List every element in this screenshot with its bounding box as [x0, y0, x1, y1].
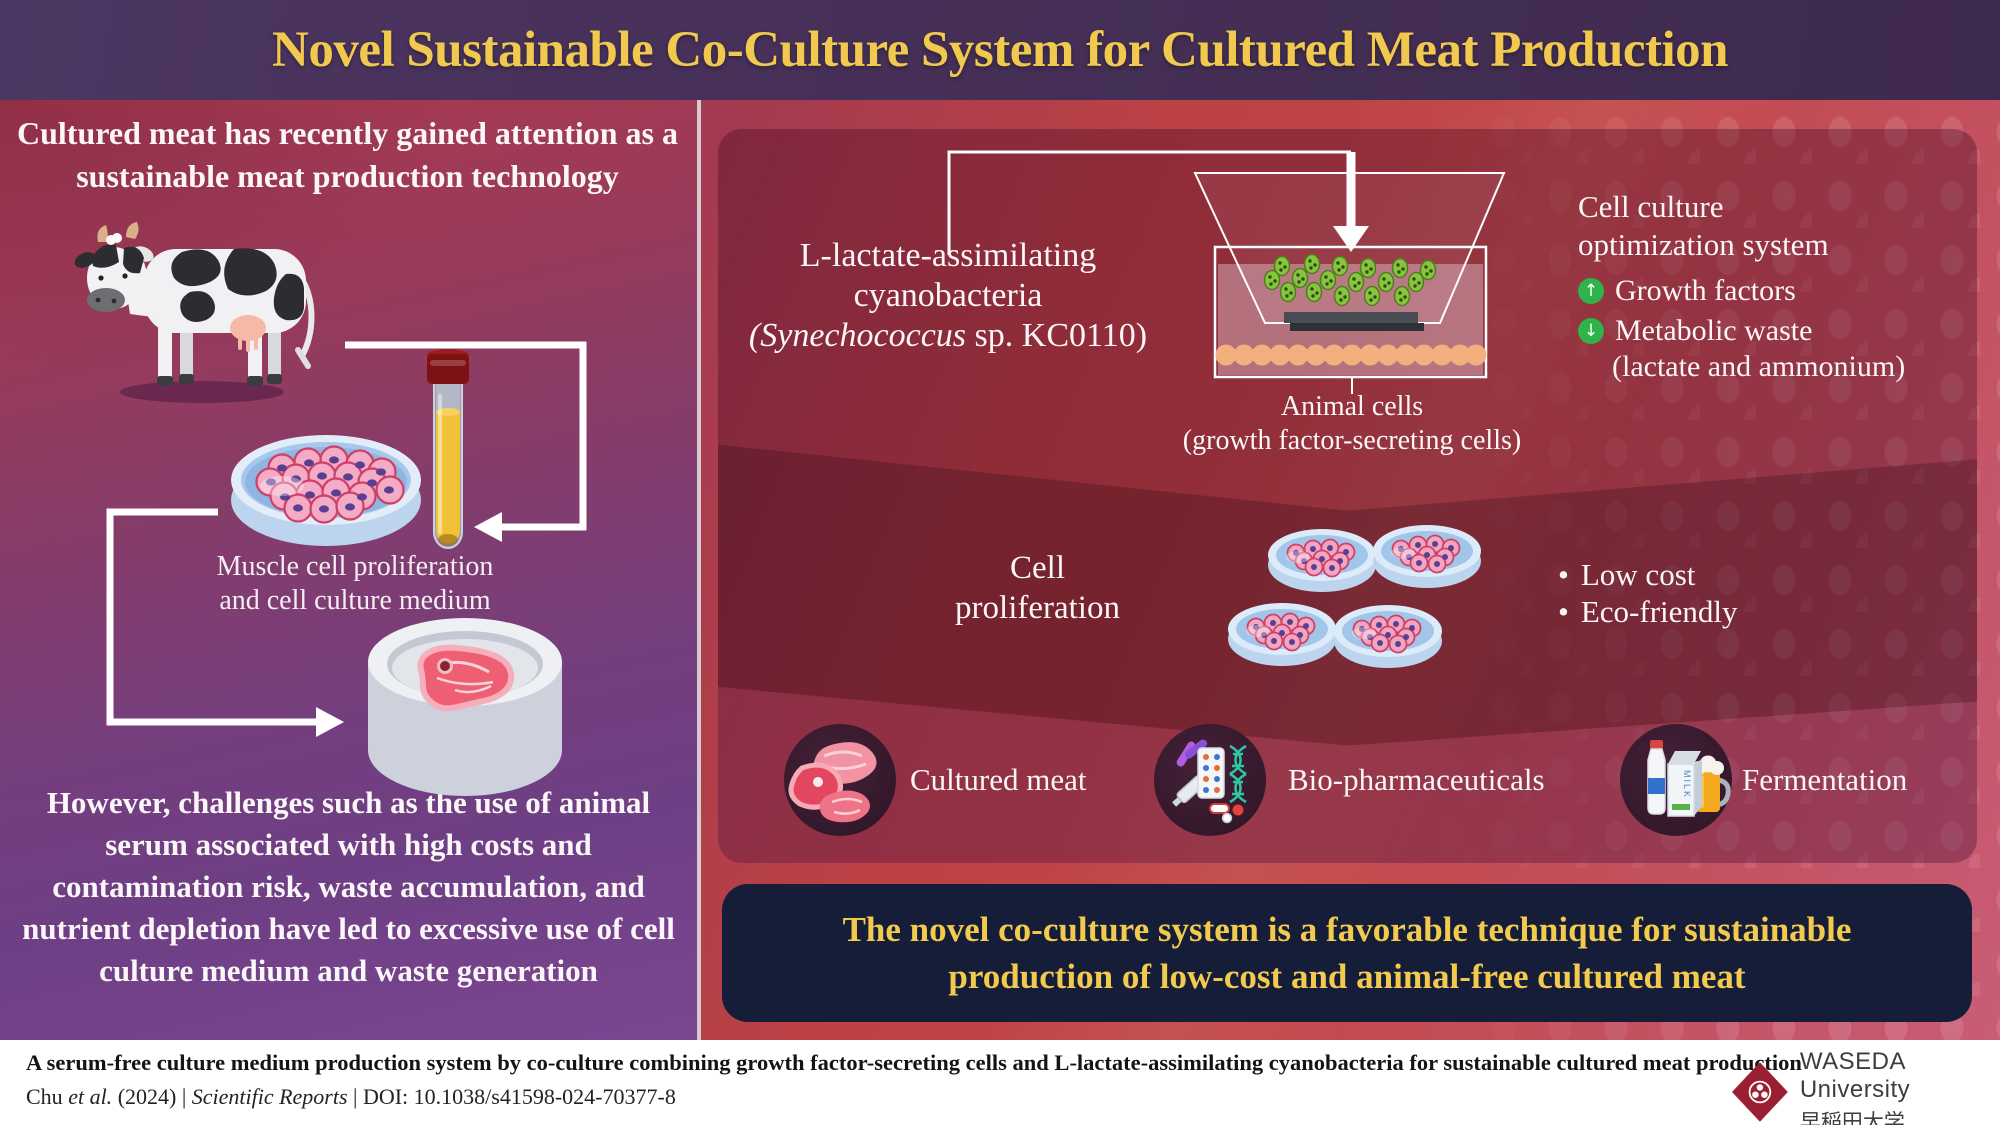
biopharma-circle	[1154, 724, 1266, 836]
metabolic-waste-label: Metabolic waste	[1615, 314, 1813, 347]
membrane	[1284, 312, 1418, 323]
cyanobacteria-label-line2: cyanobacteria	[853, 277, 1043, 314]
footer-bar: A serum-free culture medium production s…	[0, 1040, 2000, 1125]
up-arrow-icon: ↑	[1578, 278, 1604, 304]
page-title: Novel Sustainable Co-Culture System for …	[272, 22, 1728, 78]
fermentation-label: Fermentation	[1742, 762, 1908, 797]
cultured-meat-circle	[784, 724, 896, 836]
conclusion-text: The novel co-culture system is a favorab…	[842, 910, 1852, 996]
benefit-item: • Eco-friendly	[1558, 594, 1738, 629]
citation: Chu et al. (2024) | Scientific Reports |…	[26, 1084, 676, 1109]
culture-dish	[1213, 245, 1488, 379]
cyanobacteria-label: L-lactate-assimilating cyanobacteria (Sy…	[728, 236, 1168, 356]
waseda-diamond-icon	[1732, 1062, 1788, 1122]
paper-title: A serum-free culture medium production s…	[26, 1050, 1802, 1075]
cell-proliferation-label: Cell proliferation	[955, 550, 1120, 626]
dish-group	[1228, 525, 1481, 668]
animal-cells-label-line2: (growth factor-secreting cells)	[1182, 425, 1522, 456]
halftone-dots-pattern	[1420, 100, 2000, 1040]
steak-dish-illustration	[368, 618, 562, 796]
coculture-vessel-diagram	[947, 150, 1506, 394]
metabolic-waste-item: ↓ Metabolic waste	[1578, 314, 1812, 348]
intro-text: Cultured meat has recently gained attent…	[16, 115, 678, 194]
fermentation-circle: MILK	[1620, 724, 1732, 836]
animal-cells-label: Animal cells (growth factor-secreting ce…	[1130, 390, 1574, 458]
cyanobacteria-cells	[1263, 253, 1437, 307]
specimen-caption: Muscle cell proliferation and cell cultu…	[130, 550, 580, 618]
cyanobacteria-label-line1: L-lactate-assimilating	[799, 237, 1097, 274]
cyanobacteria-label-line3: (Synechococcus sp. KC0110)	[748, 317, 1148, 354]
growth-factors-label: Growth factors	[1615, 274, 1796, 307]
biopharma-label: Bio-pharmaceuticals	[1288, 762, 1545, 797]
arrow-left-icon	[474, 512, 502, 542]
benefits-list: • Low cost • Eco-friendly	[1558, 556, 1738, 630]
bullet-icon: •	[1558, 557, 1569, 592]
biopharma-icon	[1172, 739, 1247, 824]
milk-carton: MILK	[1667, 751, 1702, 817]
animal-cells-label-line1: Animal cells	[1280, 391, 1424, 422]
test-tube-illustration	[427, 349, 469, 549]
down-arrow-icon: ↓	[1578, 318, 1604, 344]
proliferation-dishes-illustration	[1228, 525, 1481, 668]
cow-illustration	[74, 222, 315, 403]
waseda-logo: WASEDA University 早稲田大学	[1732, 1048, 2000, 1125]
fermentation-icon: MILK	[1647, 740, 1731, 817]
arrow-right-icon	[316, 707, 344, 737]
animal-cells-layer	[1215, 344, 1487, 366]
petri-dish-illustration	[231, 435, 421, 546]
arrow-down-icon	[1333, 226, 1369, 252]
cultured-meat-label: Cultured meat	[910, 762, 1087, 797]
panel-divider	[697, 100, 701, 1040]
benefit-item: • Low cost	[1558, 557, 1696, 592]
conclusion-box: The novel co-culture system is a favorab…	[722, 884, 1972, 1022]
waseda-logo-text: WASEDA University 早稲田大学	[1799, 1048, 1911, 1125]
metabolic-waste-sub-label: (lactate and ammonium)	[1612, 350, 1906, 383]
challenge-text: However, challenges such as the use of a…	[22, 785, 675, 988]
cultured-meat-icon	[788, 742, 877, 823]
milk-carton-label: MILK	[1682, 770, 1692, 799]
specimen-caption-line1: Muscle cell proliferation	[216, 551, 494, 582]
growth-factors-item: ↑ Growth factors	[1578, 274, 1796, 308]
optimization-title: Cell culture optimization system	[1578, 189, 1829, 262]
process-panel	[718, 129, 1977, 863]
header-bar: Novel Sustainable Co-Culture System for …	[0, 0, 2000, 100]
bullet-icon: •	[1558, 594, 1569, 629]
specimen-caption-line2: and cell culture medium	[219, 585, 491, 616]
left-connector-arrows	[106, 341, 587, 737]
